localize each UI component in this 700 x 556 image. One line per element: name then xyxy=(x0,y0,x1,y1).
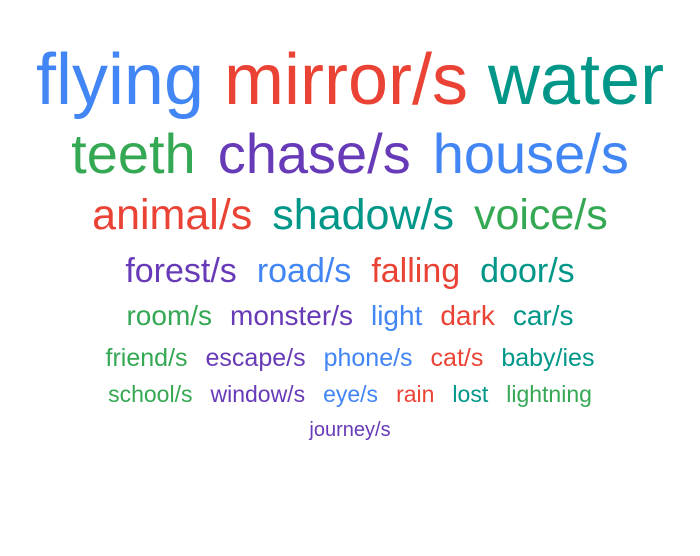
word-lightning: lightning xyxy=(506,381,592,407)
word-cloud-row: forest/s road/s falling door/s xyxy=(0,254,700,294)
word-cloud-row: teeth chase/s house/s xyxy=(0,126,700,186)
word-friend: friend/s xyxy=(105,344,188,372)
word-road: road/s xyxy=(256,252,352,290)
word-mirror: mirror/s xyxy=(224,40,468,120)
word-falling: falling xyxy=(371,252,461,290)
word-forest: forest/s xyxy=(125,252,237,290)
word-flying: flying xyxy=(35,40,205,120)
word-cat: cat/s xyxy=(430,344,484,372)
word-cloud-row: school/s window/s eye/s rain lost lightn… xyxy=(0,383,700,411)
word-shadow: shadow/s xyxy=(272,191,454,239)
word-voice: voice/s xyxy=(473,191,608,239)
word-phone: phone/s xyxy=(323,344,413,372)
word-cloud-row: animal/s shadow/s voice/s xyxy=(0,194,700,244)
word-eye: eye/s xyxy=(323,381,379,407)
word-journey: journey/s xyxy=(309,419,391,441)
word-animal: animal/s xyxy=(92,191,253,239)
word-school: school/s xyxy=(108,381,193,407)
word-cloud-row: room/s monster/s light dark car/s xyxy=(0,302,700,336)
word-teeth: teeth xyxy=(71,122,196,185)
word-monster: monster/s xyxy=(230,300,353,331)
word-car: car/s xyxy=(512,300,574,331)
word-light: light xyxy=(370,300,423,331)
word-cloud-row: journey/s xyxy=(0,420,700,446)
word-water: water xyxy=(487,40,665,120)
word-chase: chase/s xyxy=(217,122,411,185)
word-window: window/s xyxy=(210,381,306,407)
word-escape: escape/s xyxy=(205,344,306,372)
word-baby: baby/ies xyxy=(501,344,595,372)
word-cloud-row: friend/s escape/s phone/s cat/s baby/ies xyxy=(0,346,700,376)
word-house: house/s xyxy=(432,122,629,185)
word-rain: rain xyxy=(396,381,435,407)
word-door: door/s xyxy=(480,252,575,290)
word-dark: dark xyxy=(440,300,495,331)
word-lost: lost xyxy=(452,381,489,407)
word-room: room/s xyxy=(126,300,213,331)
word-cloud-row: flying mirror/s water xyxy=(0,44,700,118)
